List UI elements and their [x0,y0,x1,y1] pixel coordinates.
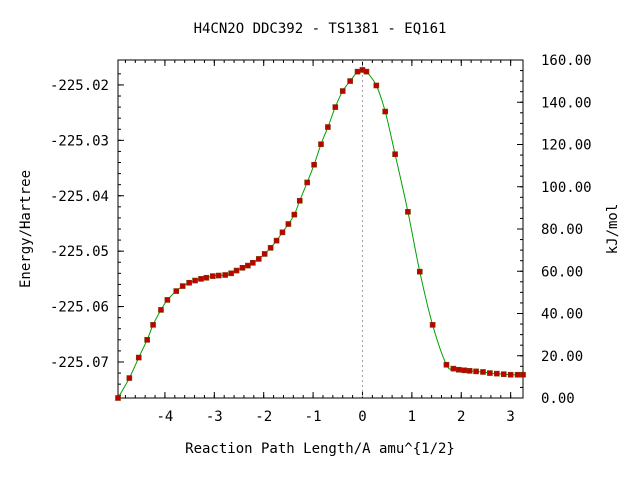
data-point [494,370,500,377]
data-point [461,367,468,374]
data-point [514,371,521,378]
data-point [311,161,317,168]
y-right-tick-label: 80.00 [541,222,583,238]
x-axis-ticks: -4 -3 -2 -1 0 1 2 3 [124,60,515,425]
y-left-axis-ticks: -225.02 -225.03 -225.04 -225.05 -225.06 -225.… [50,73,124,396]
data-point [296,197,303,204]
y-right-tick-label: 120.00 [541,138,592,154]
data-point [273,237,280,244]
data-point [233,267,240,274]
x-tick-label: 2 [457,409,465,425]
y-left-tick-label: -225.04 [50,189,109,205]
data-point [339,88,346,94]
data-point [198,276,204,282]
data-point [325,124,331,130]
y-right-tick-label: 40.00 [541,307,583,323]
y-left-tick-label: -225.05 [50,244,109,260]
data-point [144,337,150,343]
data-point [210,273,216,279]
data-point [291,211,298,218]
data-point [520,371,526,378]
data-point [158,307,164,313]
data-points [115,67,526,401]
data-point [347,78,353,84]
data-point [500,371,507,377]
x-tick-label: -2 [255,409,272,425]
data-point [363,68,370,75]
data-point [443,361,450,368]
y-right-tick-label: 140.00 [541,95,592,111]
y-left-axis-label: Energy/Hartree [18,170,34,288]
x-tick-label: -1 [305,409,322,425]
data-point [285,221,292,227]
x-tick-label: -3 [206,409,223,425]
energy-curve [117,69,523,399]
data-point [222,272,228,278]
data-point [416,268,423,275]
data-point [215,272,222,279]
data-point [318,141,324,148]
y-right-axis-ticks: 0.00 20.00 40.00 60.00 80.00 100.00 120.00 140.… [517,53,592,407]
y-right-tick-label: 20.00 [541,349,583,365]
data-point [405,209,411,215]
data-point [455,366,462,373]
x-tick-label: 3 [506,409,514,425]
y-right-axis-label: kJ/mol [605,204,621,255]
data-point [480,369,486,375]
data-point [382,108,389,115]
y-left-tick-label: -225.02 [50,78,109,94]
data-point [487,370,493,376]
y-left-tick-label: -225.07 [50,355,109,371]
data-point [354,68,361,75]
chart-title: H4CN2O DDC392 - TS1381 - EQ161 [194,21,447,37]
data-point [332,104,339,110]
data-point [507,371,514,378]
data-point [126,375,133,381]
data-point [373,82,380,89]
data-point [179,283,186,289]
data-point [279,229,286,236]
data-point [392,151,398,157]
data-point [466,368,473,374]
y-right-tick-label: 100.00 [541,180,592,196]
data-point [135,354,142,361]
x-axis-label: Reaction Path Length/A amu^{1/2} [185,441,455,457]
data-point [173,288,180,294]
data-point [250,259,256,266]
data-point [473,368,479,375]
data-point [450,365,457,372]
y-right-tick-label: 160.00 [541,53,592,69]
x-tick-label: 0 [358,409,366,425]
x-tick-label: 1 [408,409,416,425]
data-point [304,179,310,186]
data-point [228,270,234,277]
data-point [429,322,436,328]
data-point [239,264,246,271]
data-point [203,274,210,281]
data-point [245,262,251,269]
data-point [115,395,121,401]
x-tick-label: -4 [156,409,173,425]
y-right-tick-label: 60.00 [541,264,583,280]
data-point [164,297,171,303]
y-left-tick-label: -225.06 [50,300,109,316]
data-point [150,322,156,328]
plot-frame [117,59,524,399]
data-point [255,256,262,262]
y-right-tick-label: 0.00 [541,391,575,407]
data-point [192,277,198,284]
data-point [267,245,274,251]
data-point [261,251,268,257]
y-left-tick-label: -225.03 [50,133,109,149]
data-point [186,279,192,286]
